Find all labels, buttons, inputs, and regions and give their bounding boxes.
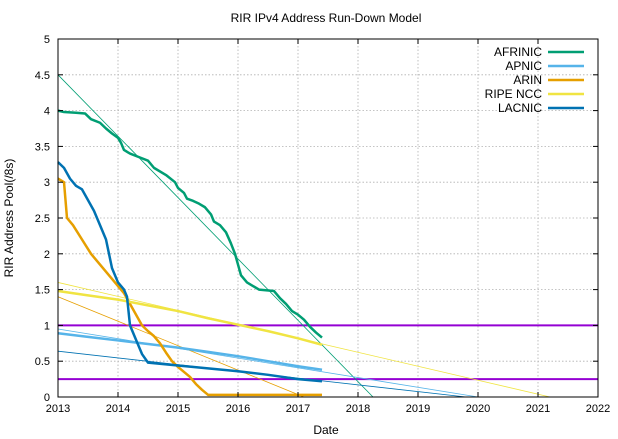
- y-tick-label: 4.5: [35, 70, 50, 82]
- apnic-series-line: [57, 332, 323, 372]
- x-tick-label: 2014: [106, 403, 130, 415]
- series-lines: [57, 109, 323, 397]
- x-tick-label: 2018: [346, 403, 370, 415]
- y-tick-label: 3: [44, 177, 50, 189]
- x-tick-label: 2019: [406, 403, 430, 415]
- x-tick-label: 2021: [526, 403, 550, 415]
- x-axis-label: Date: [313, 423, 339, 437]
- legend-label-ripe-ncc: RIPE NCC: [485, 87, 543, 101]
- legend-label-apnic: APNIC: [505, 59, 542, 73]
- y-tick-label: 0: [44, 392, 50, 404]
- apnic-trend-line: [57, 328, 479, 398]
- y-tick-label: 1.5: [35, 285, 50, 297]
- legend-label-arin: ARIN: [513, 73, 542, 87]
- x-tick-label: 2022: [586, 403, 610, 415]
- grid: [58, 39, 598, 397]
- y-axis-label: RIR Address Pool(/8s): [2, 159, 16, 278]
- x-axis-ticks: 2013 2014 2015 2016 2017 2018 2019 2020 2021 2022: [46, 39, 610, 415]
- arin-series-line: [57, 177, 322, 397]
- y-axis-ticks: 0 0.5 1 1.5 2 2.5 3 3.5 4 4.5 5: [35, 34, 598, 404]
- x-tick-label: 2016: [226, 403, 250, 415]
- x-tick-label: 2020: [466, 403, 490, 415]
- legend-label-afrinic: AFRINIC: [494, 45, 542, 59]
- x-tick-label: 2015: [166, 403, 190, 415]
- y-tick-label: 5: [44, 34, 50, 46]
- y-tick-label: 1: [44, 320, 50, 332]
- y-tick-label: 3.5: [35, 141, 50, 153]
- afrinic-series-line: [57, 109, 323, 339]
- threshold-lines: [58, 324, 598, 381]
- legend-label-lacnic: LACNIC: [498, 101, 542, 115]
- x-tick-label: 2013: [46, 403, 70, 415]
- y-tick-label: 2.5: [35, 213, 50, 225]
- x-tick-label: 2017: [286, 403, 310, 415]
- y-tick-label: 4: [44, 106, 50, 118]
- y-tick-label: 0.5: [35, 356, 50, 368]
- ripe-ncc-series-line: [57, 289, 323, 346]
- y-tick-label: 2: [44, 249, 50, 261]
- lacnic-series-line: [57, 161, 323, 383]
- chart-title: RIR IPv4 Address Run-Down Model: [231, 11, 422, 25]
